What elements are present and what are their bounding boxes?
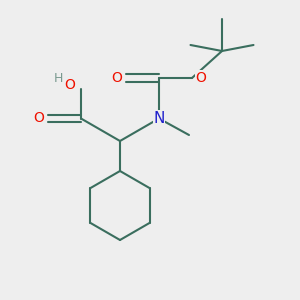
Text: O: O [196,71,206,85]
Text: N: N [153,111,165,126]
Text: O: O [34,112,44,125]
Text: O: O [112,71,122,85]
Text: H: H [54,71,63,85]
Text: O: O [64,78,75,92]
